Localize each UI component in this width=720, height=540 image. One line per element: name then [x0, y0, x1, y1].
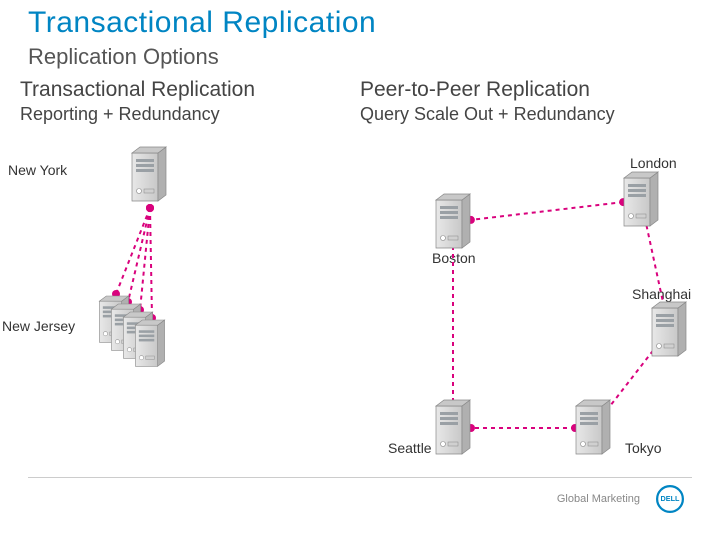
server-boston [432, 192, 474, 252]
label-boston: Boston [432, 250, 476, 266]
label-london: London [630, 155, 677, 171]
right-col-title: Peer-to-Peer Replication [360, 78, 590, 102]
server-new-jersey-3 [132, 318, 168, 370]
label-new-york: New York [8, 162, 67, 178]
slide-subtitle: Replication Options [28, 44, 219, 70]
server-new-york [128, 145, 170, 205]
label-tokyo: Tokyo [625, 440, 662, 456]
footer-rule [28, 477, 692, 478]
left-col-title: Transactional Replication [20, 78, 255, 102]
label-new-jersey: New Jersey [2, 318, 75, 334]
server-shanghai [648, 300, 690, 360]
server-london [620, 170, 662, 230]
dell-logo-icon: DELL [656, 485, 684, 513]
server-tokyo [572, 398, 614, 458]
footer-label: Global Marketing [557, 493, 640, 505]
label-seattle: Seattle [388, 440, 432, 456]
slide-title: Transactional Replication [28, 6, 376, 40]
server-seattle [432, 398, 474, 458]
right-col-sub: Query Scale Out + Redundancy [360, 104, 615, 125]
svg-text:DELL: DELL [661, 494, 681, 503]
left-col-sub: Reporting + Redundancy [20, 104, 220, 125]
